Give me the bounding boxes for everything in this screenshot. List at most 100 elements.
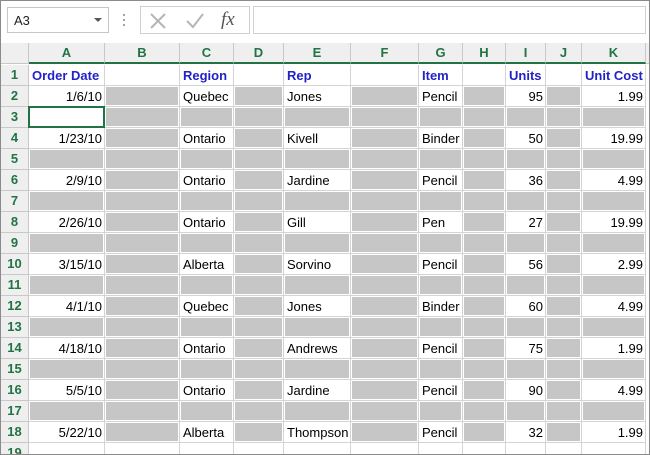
cell[interactable] [463, 317, 506, 338]
cell[interactable] [284, 65, 351, 86]
cell[interactable] [506, 86, 546, 107]
cell[interactable] [506, 401, 546, 422]
cell[interactable] [29, 212, 105, 233]
cell[interactable] [582, 254, 646, 275]
cell[interactable] [180, 317, 234, 338]
row-header[interactable]: 5 [1, 149, 29, 170]
row-header[interactable]: 11 [1, 275, 29, 296]
column-header[interactable]: K [582, 43, 646, 64]
cell[interactable] [506, 296, 546, 317]
cell[interactable] [234, 212, 284, 233]
cell[interactable] [506, 275, 546, 296]
cell[interactable] [463, 380, 506, 401]
cell[interactable] [419, 317, 463, 338]
cell[interactable] [284, 275, 351, 296]
cell[interactable] [351, 422, 419, 443]
cell[interactable] [582, 275, 646, 296]
column-header[interactable]: B [105, 43, 180, 64]
cell[interactable] [105, 254, 180, 275]
cell[interactable] [419, 401, 463, 422]
cell[interactable] [284, 443, 351, 454]
cell[interactable] [234, 317, 284, 338]
cell[interactable] [351, 401, 419, 422]
cell[interactable] [419, 191, 463, 212]
cell[interactable] [351, 275, 419, 296]
cell[interactable] [419, 170, 463, 191]
cell[interactable] [351, 338, 419, 359]
cell[interactable] [180, 149, 234, 170]
row-header[interactable]: 12 [1, 296, 29, 317]
cell[interactable] [105, 275, 180, 296]
cell[interactable] [419, 443, 463, 454]
cell[interactable] [105, 149, 180, 170]
column-header[interactable]: D [234, 43, 284, 64]
cell[interactable] [419, 275, 463, 296]
cell[interactable] [234, 443, 284, 454]
cell[interactable] [234, 380, 284, 401]
cell[interactable] [105, 191, 180, 212]
cell[interactable] [180, 65, 234, 86]
cell[interactable] [234, 359, 284, 380]
cell[interactable] [180, 380, 234, 401]
cell[interactable] [234, 107, 284, 128]
cell[interactable] [463, 233, 506, 254]
row-header[interactable]: 7 [1, 191, 29, 212]
cell[interactable] [284, 296, 351, 317]
cell[interactable] [463, 128, 506, 149]
row-header[interactable]: 2 [1, 86, 29, 107]
cell[interactable] [582, 212, 646, 233]
cell[interactable] [234, 149, 284, 170]
cell[interactable] [463, 296, 506, 317]
cell[interactable] [105, 359, 180, 380]
cell[interactable] [506, 254, 546, 275]
cell[interactable] [506, 191, 546, 212]
cell[interactable] [463, 170, 506, 191]
cell[interactable] [29, 65, 105, 86]
cell[interactable] [29, 275, 105, 296]
cell[interactable] [105, 170, 180, 191]
cell[interactable] [506, 128, 546, 149]
cell[interactable] [105, 212, 180, 233]
cell[interactable] [463, 422, 506, 443]
cell[interactable] [29, 233, 105, 254]
cell[interactable] [463, 401, 506, 422]
cell[interactable] [351, 254, 419, 275]
column-header[interactable]: A [29, 43, 105, 64]
cell[interactable] [180, 359, 234, 380]
row-header[interactable]: 18 [1, 422, 29, 443]
cell[interactable] [29, 254, 105, 275]
cell[interactable] [506, 149, 546, 170]
cell[interactable] [105, 296, 180, 317]
cell[interactable] [234, 401, 284, 422]
cell[interactable] [463, 275, 506, 296]
row-header[interactable]: 15 [1, 359, 29, 380]
cell[interactable] [463, 212, 506, 233]
cell[interactable] [284, 254, 351, 275]
cell[interactable] [506, 170, 546, 191]
cell[interactable] [546, 149, 582, 170]
cell[interactable] [351, 107, 419, 128]
cell[interactable] [105, 233, 180, 254]
cell[interactable] [180, 422, 234, 443]
row-header[interactable]: 16 [1, 380, 29, 401]
cell[interactable] [582, 359, 646, 380]
cell[interactable] [546, 170, 582, 191]
row-header[interactable]: 14 [1, 338, 29, 359]
cell[interactable] [351, 233, 419, 254]
cell[interactable] [105, 317, 180, 338]
cell[interactable] [351, 296, 419, 317]
column-header[interactable]: I [506, 43, 546, 64]
cell[interactable] [105, 380, 180, 401]
cell[interactable] [546, 380, 582, 401]
cell[interactable] [419, 65, 463, 86]
cell[interactable] [582, 338, 646, 359]
row-header[interactable]: 3 [1, 107, 29, 128]
cell[interactable] [419, 149, 463, 170]
cell[interactable] [506, 317, 546, 338]
cell[interactable] [180, 212, 234, 233]
cell[interactable] [546, 275, 582, 296]
cell[interactable] [180, 170, 234, 191]
column-header[interactable]: C [180, 43, 234, 64]
cell[interactable] [234, 191, 284, 212]
column-header[interactable]: G [419, 43, 463, 64]
